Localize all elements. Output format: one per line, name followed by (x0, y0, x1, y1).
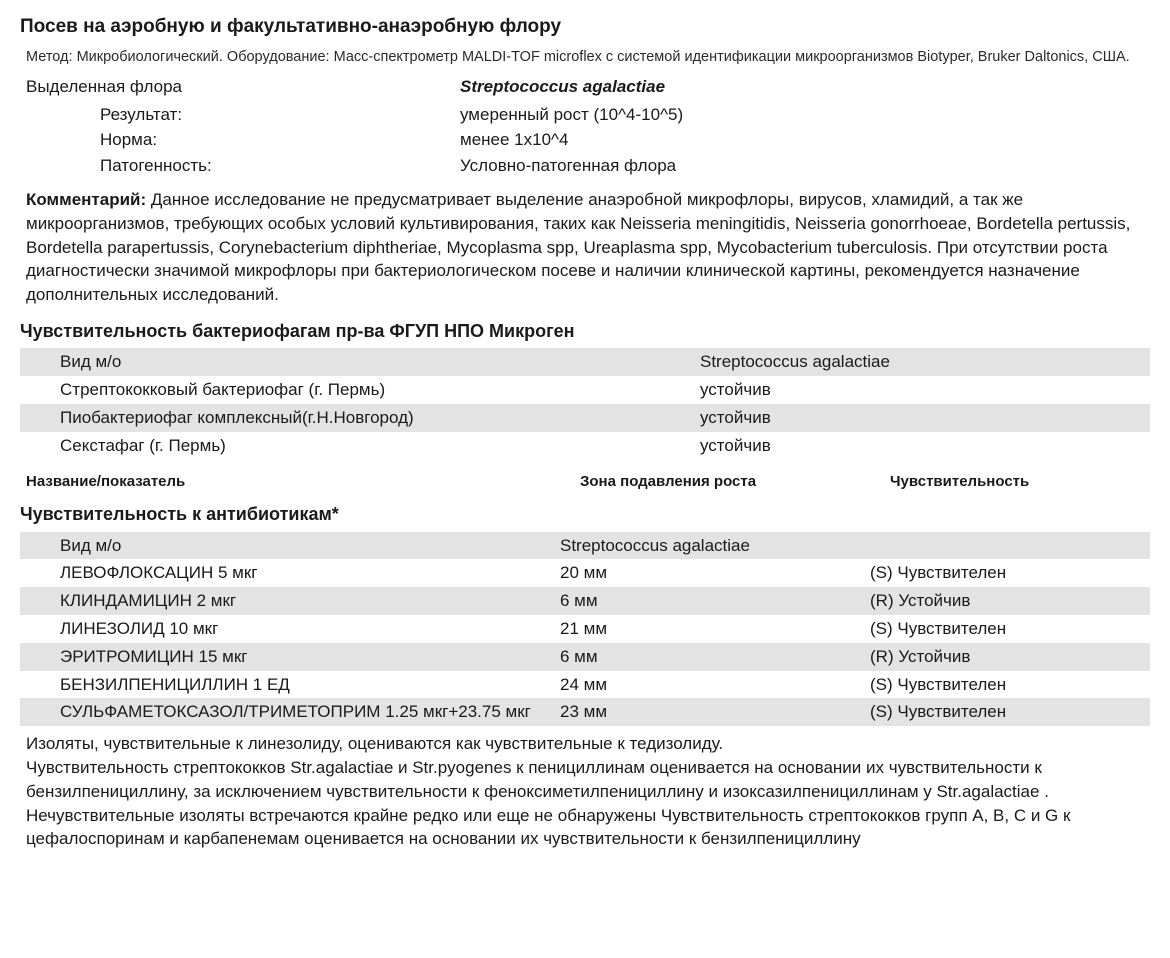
antibiotic-sensitivity-cell: (S) Чувствителен (870, 671, 1150, 699)
table-row: Вид м/оStreptococcus agalactiae (20, 348, 1150, 376)
phage-value-cell: устойчив (660, 432, 1150, 460)
flora-property-value: менее 1x10^4 (460, 128, 1150, 152)
flora-organism: Streptococcus agalactiae (460, 75, 1150, 99)
col-header-zone: Зона подавления роста (580, 471, 890, 492)
phage-name-cell: Вид м/о (20, 348, 660, 376)
antibiotic-sensitivity-cell (870, 532, 1150, 560)
comment-text: Данное исследование не предусматривает в… (26, 190, 1130, 304)
table-row: Вид м/оStreptococcus agalactiae (20, 532, 1150, 560)
phage-value-cell: устойчив (660, 376, 1150, 404)
flora-property-label: Результат: (100, 103, 460, 127)
phage-name-cell: Стрептококковый бактериофаг (г. Пермь) (20, 376, 660, 404)
antibiotic-zone-cell: 6 мм (560, 643, 870, 671)
flora-properties: Результат:умеренный рост (10^4-10^5)Норм… (20, 103, 1150, 178)
table-row: ЛИНЕЗОЛИД 10 мкг21 мм(S) Чувствителен (20, 615, 1150, 643)
antibiotic-name-cell: Вид м/о (20, 532, 560, 560)
antibiotics-table: Вид м/оStreptococcus agalactiaeЛЕВОФЛОКС… (20, 532, 1150, 727)
phages-section-title: Чувствительность бактериофагам пр-ва ФГУ… (20, 319, 1150, 344)
col-header-name: Название/показатель (20, 471, 580, 492)
main-title: Посев на аэробную и факультативно-анаэро… (20, 14, 1150, 41)
flora-label: Выделенная флора (20, 75, 460, 99)
antibiotic-zone-cell: 6 мм (560, 587, 870, 615)
antibiotic-zone-cell: 21 мм (560, 615, 870, 643)
comment-label: Комментарий: (26, 190, 146, 209)
antibiotic-zone-cell: 24 мм (560, 671, 870, 699)
flora-property-row: Результат:умеренный рост (10^4-10^5) (100, 103, 1150, 127)
antibiotic-sensitivity-cell: (S) Чувствителен (870, 615, 1150, 643)
flora-property-value: Условно-патогенная флора (460, 154, 1150, 178)
phages-table: Вид м/оStreptococcus agalactiaeСтрептоко… (20, 348, 1150, 459)
table-row: Секстафаг (г. Пермь)устойчив (20, 432, 1150, 460)
antibiotic-name-cell: БЕНЗИЛПЕНИЦИЛЛИН 1 ЕД (20, 671, 560, 699)
table-row: КЛИНДАМИЦИН 2 мкг6 мм(R) Устойчив (20, 587, 1150, 615)
antibiotic-name-cell: СУЛЬФАМЕТОКСАЗОЛ/ТРИМЕТОПРИМ 1.25 мкг+23… (20, 698, 560, 726)
footer-notes: Изоляты, чувствительные к линезолиду, оц… (20, 732, 1150, 851)
phage-value-cell: устойчив (660, 404, 1150, 432)
antibiotic-sensitivity-cell: (S) Чувствителен (870, 698, 1150, 726)
table-row: Стрептококковый бактериофаг (г. Пермь)ус… (20, 376, 1150, 404)
flora-header-row: Выделенная флора Streptococcus agalactia… (20, 75, 1150, 99)
antibiotic-name-cell: ЭРИТРОМИЦИН 15 мкг (20, 643, 560, 671)
phage-value-cell: Streptococcus agalactiae (660, 348, 1150, 376)
table-row: СУЛЬФАМЕТОКСАЗОЛ/ТРИМЕТОПРИМ 1.25 мкг+23… (20, 698, 1150, 726)
table-row: Пиобактериофаг комплексный(г.Н.Новгород)… (20, 404, 1150, 432)
flora-property-row: Патогенность:Условно-патогенная флора (100, 154, 1150, 178)
method-text: Метод: Микробиологический. Оборудование:… (20, 47, 1150, 67)
antibiotic-zone-cell: 23 мм (560, 698, 870, 726)
flora-property-row: Норма:менее 1x10^4 (100, 128, 1150, 152)
antibiotic-sensitivity-cell: (R) Устойчив (870, 643, 1150, 671)
antibiotic-zone-cell: Streptococcus agalactiae (560, 532, 870, 560)
phage-name-cell: Секстафаг (г. Пермь) (20, 432, 660, 460)
comment-block: Комментарий: Данное исследование не пред… (20, 188, 1150, 307)
flora-property-label: Норма: (100, 128, 460, 152)
antibiotic-zone-cell: 20 мм (560, 559, 870, 587)
col-header-sensitivity: Чувствительность (890, 471, 1150, 492)
table-row: БЕНЗИЛПЕНИЦИЛЛИН 1 ЕД24 мм(S) Чувствител… (20, 671, 1150, 699)
table-row: ЛЕВОФЛОКСАЦИН 5 мкг20 мм(S) Чувствителен (20, 559, 1150, 587)
antibiotic-sensitivity-cell: (R) Устойчив (870, 587, 1150, 615)
antibiotic-name-cell: ЛИНЕЗОЛИД 10 мкг (20, 615, 560, 643)
antibiotic-name-cell: КЛИНДАМИЦИН 2 мкг (20, 587, 560, 615)
antibiotics-section-title: Чувствительность к антибиотикам* (20, 502, 1150, 527)
table-row: ЭРИТРОМИЦИН 15 мкг6 мм(R) Устойчив (20, 643, 1150, 671)
flora-property-label: Патогенность: (100, 154, 460, 178)
columns-header: Название/показатель Зона подавления рост… (20, 471, 1150, 492)
antibiotic-sensitivity-cell: (S) Чувствителен (870, 559, 1150, 587)
flora-property-value: умеренный рост (10^4-10^5) (460, 103, 1150, 127)
phage-name-cell: Пиобактериофаг комплексный(г.Н.Новгород) (20, 404, 660, 432)
antibiotic-name-cell: ЛЕВОФЛОКСАЦИН 5 мкг (20, 559, 560, 587)
